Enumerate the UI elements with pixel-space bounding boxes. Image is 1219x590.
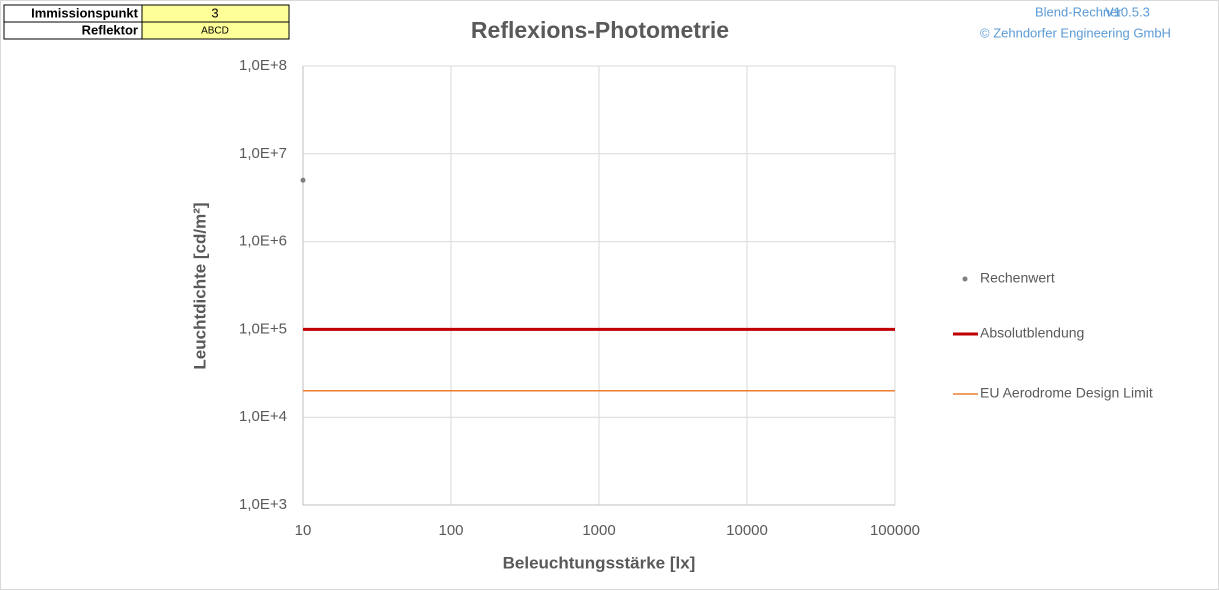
x-tick-label: 10	[295, 522, 312, 539]
x-tick-label: 1000	[582, 522, 615, 539]
y-tick-label: 1,0E+3	[239, 496, 287, 513]
info-table: Immissionspunkt 3 Reflektor ABCD	[3, 4, 290, 40]
legend-label: Rechenwert	[980, 270, 1055, 286]
table-value: 3	[211, 5, 218, 20]
x-tick-label: 10000	[726, 522, 768, 539]
legend-marker	[962, 276, 968, 282]
y-tick-label: 1,0E+5	[239, 320, 287, 337]
data-point	[300, 177, 306, 183]
legend-label: Absolutblendung	[980, 325, 1084, 341]
x-tick-label: 100000	[870, 522, 920, 539]
legend-label: EU Aerodrome Design Limit	[980, 385, 1153, 401]
y-tick-label: 1,0E+8	[239, 57, 287, 74]
x-axis-label: Beleuchtungsstärke [lx]	[503, 553, 696, 572]
copyright: © Zehndorfer Engineering GmbH	[980, 25, 1171, 40]
y-axis-label: Leuchtdichte [cd/m²]	[190, 202, 209, 369]
table-label: Reflektor	[82, 22, 138, 37]
app-version: V10.5.3	[1105, 4, 1150, 19]
y-tick-label: 1,0E+6	[239, 233, 287, 250]
table-cell	[141, 21, 290, 40]
chart-title: Reflexions-Photometrie	[471, 17, 729, 43]
y-tick-label: 1,0E+7	[239, 145, 287, 162]
app-name: Blend-Rechner	[1035, 4, 1122, 19]
table-value: ABCD	[201, 26, 229, 37]
table-label: Immissionspunkt	[31, 5, 139, 20]
x-tick-label: 100	[438, 522, 463, 539]
y-tick-label: 1,0E+4	[239, 408, 287, 425]
